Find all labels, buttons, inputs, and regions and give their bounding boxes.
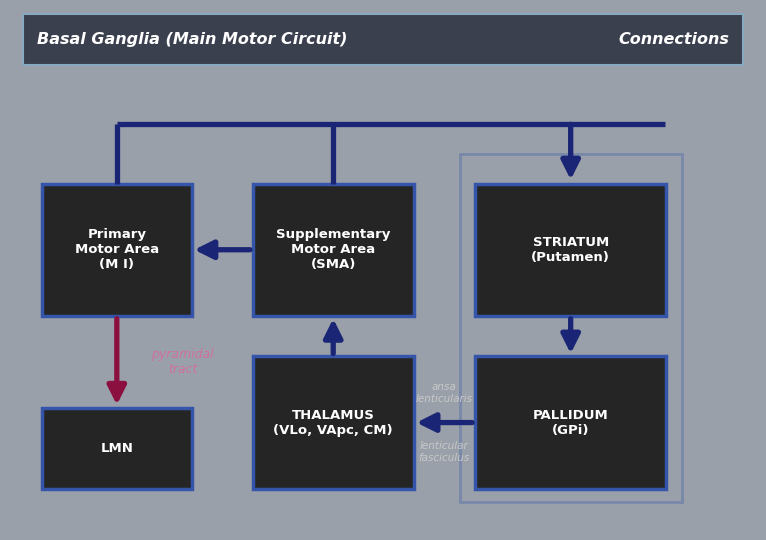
Text: THALAMUS
(VLo, VApc, CM): THALAMUS (VLo, VApc, CM) [273, 409, 393, 436]
FancyBboxPatch shape [475, 356, 666, 489]
FancyBboxPatch shape [42, 408, 192, 489]
FancyBboxPatch shape [253, 184, 414, 316]
Text: lenticular
fasciculus: lenticular fasciculus [419, 442, 470, 463]
FancyBboxPatch shape [253, 356, 414, 489]
FancyBboxPatch shape [23, 14, 743, 65]
Text: PALLIDUM
(GPi): PALLIDUM (GPi) [533, 409, 608, 436]
Text: Supplementary
Motor Area
(SMA): Supplementary Motor Area (SMA) [276, 228, 391, 271]
Text: ansa
lenticularis: ansa lenticularis [416, 382, 473, 404]
Text: LMN: LMN [100, 442, 133, 455]
Text: pyramidal
tract: pyramidal tract [152, 348, 214, 376]
Text: Primary
Motor Area
(M I): Primary Motor Area (M I) [75, 228, 159, 271]
Text: Basal Ganglia (Main Motor Circuit): Basal Ganglia (Main Motor Circuit) [37, 32, 347, 46]
FancyBboxPatch shape [475, 184, 666, 316]
Text: STRIATUM
(Putamen): STRIATUM (Putamen) [532, 236, 610, 264]
Text: Connections: Connections [618, 32, 729, 46]
FancyBboxPatch shape [42, 184, 192, 316]
